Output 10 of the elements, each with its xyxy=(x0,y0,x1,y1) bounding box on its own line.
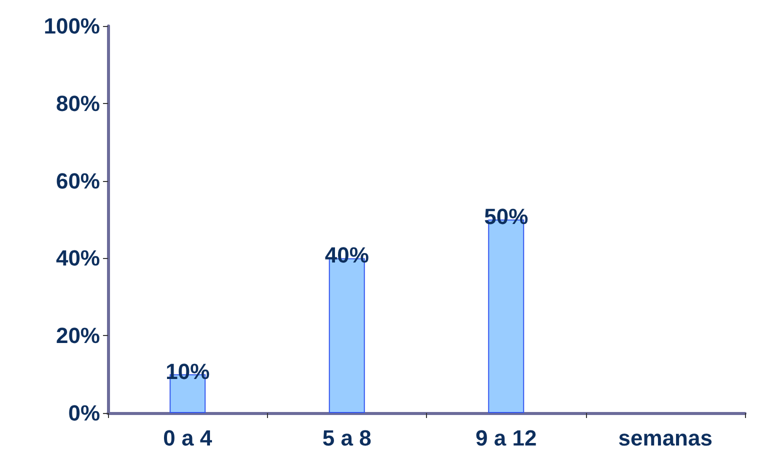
y-tick-label: 0% xyxy=(68,400,100,426)
y-tick-label: 40% xyxy=(56,246,100,271)
x-tick-label: 9 a 12 xyxy=(476,426,537,450)
y-tick-label: 20% xyxy=(56,323,100,348)
x-tick-label: 5 a 8 xyxy=(322,426,372,450)
y-tick-label: 60% xyxy=(56,168,100,194)
x-tick-label: 0 a 4 xyxy=(163,426,213,450)
x-tick-label: semanas xyxy=(618,426,712,450)
y-tick-label: 100% xyxy=(44,14,100,38)
y-tick-label: 80% xyxy=(56,90,100,116)
